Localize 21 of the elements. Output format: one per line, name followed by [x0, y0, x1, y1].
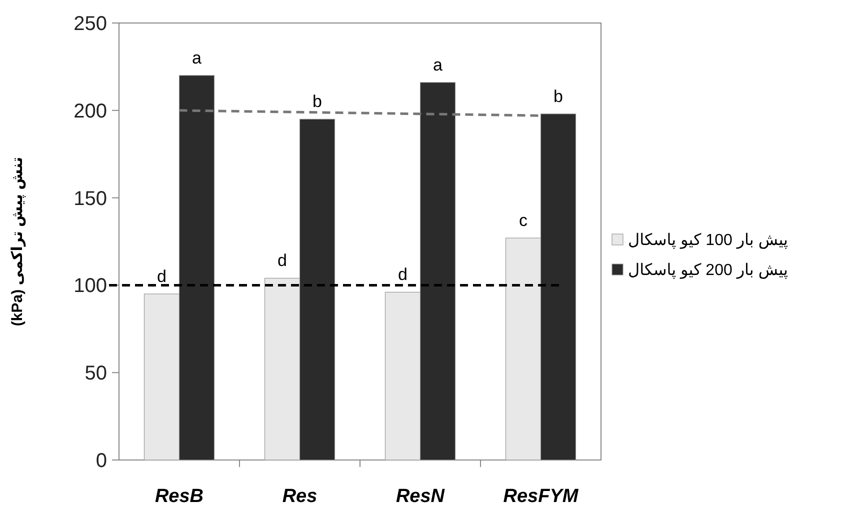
y-tick-label: 50 — [84, 362, 107, 385]
data-label: b — [554, 86, 563, 106]
data-label: d — [398, 265, 408, 284]
data-label: d — [278, 251, 287, 270]
x-tick-label: Res — [282, 486, 318, 507]
y-tick-label: 0 — [96, 450, 107, 472]
legend-label: پیش بار 200 کیو پاسکال — [628, 262, 788, 279]
data-label: d — [157, 266, 166, 286]
x-tick-label: ResB — [154, 486, 204, 507]
x-tick-label: ResFYM — [503, 486, 580, 507]
data-label: a — [192, 48, 202, 68]
y-tick-label: 150 — [74, 188, 107, 210]
y-tick-label: 250 — [74, 13, 107, 35]
y-axis-title: تنش پیش تراکمی (kPa) — [9, 156, 26, 326]
data-label: c — [519, 211, 528, 230]
legend-label: پیش بار 100 کیو پاسکال — [628, 232, 788, 249]
y-tick-label: 200 — [74, 100, 107, 122]
x-tick-label: ResN — [396, 486, 446, 507]
y-tick-label: 100 — [74, 275, 107, 298]
data-label: a — [433, 55, 444, 74]
data-label: b — [312, 92, 322, 112]
